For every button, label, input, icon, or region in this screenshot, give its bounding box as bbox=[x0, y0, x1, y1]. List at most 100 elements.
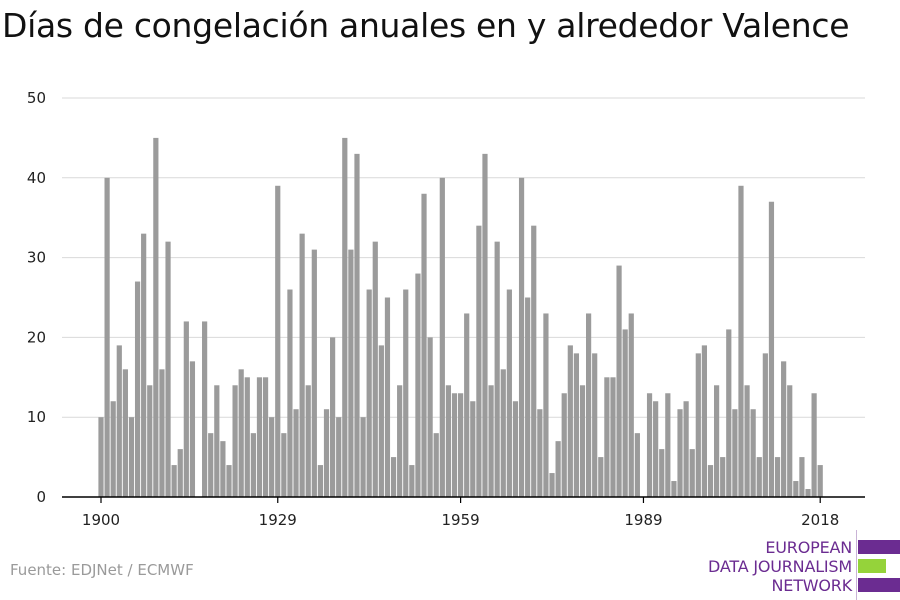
bar-1957 bbox=[445, 385, 452, 497]
bar-1969 bbox=[518, 177, 525, 498]
bar-1992 bbox=[659, 449, 665, 497]
bar-1912 bbox=[171, 465, 177, 497]
bar-1985 bbox=[616, 265, 622, 497]
bar-1942 bbox=[354, 153, 360, 498]
x-tick-label: 1929 bbox=[259, 511, 297, 529]
bar-1968 bbox=[512, 401, 519, 497]
bar-1908 bbox=[147, 385, 153, 497]
bar-1980 bbox=[586, 313, 592, 497]
bar-1949 bbox=[397, 385, 403, 497]
bar-1930 bbox=[281, 433, 287, 497]
bar-1952 bbox=[415, 273, 421, 497]
bar-1933 bbox=[299, 233, 305, 497]
bar-1954 bbox=[427, 337, 433, 497]
bar-1972 bbox=[537, 409, 543, 497]
bar-1986 bbox=[622, 329, 628, 497]
bar-1945 bbox=[372, 241, 378, 497]
gridlines bbox=[62, 97, 865, 418]
bar-2012 bbox=[781, 361, 787, 497]
bar-1971 bbox=[531, 225, 537, 497]
bar-1943 bbox=[360, 417, 366, 497]
bar-1941 bbox=[348, 249, 354, 497]
bar-1918 bbox=[208, 433, 214, 497]
bar-1987 bbox=[628, 313, 634, 497]
bar-2015 bbox=[799, 457, 805, 497]
bar-1981 bbox=[592, 353, 598, 497]
bar-1960 bbox=[464, 313, 470, 497]
bar-1914 bbox=[183, 321, 189, 497]
bar-2013 bbox=[787, 385, 793, 497]
y-tick-label: 30 bbox=[27, 249, 46, 267]
y-tick-label: 0 bbox=[36, 488, 46, 506]
bar-1936 bbox=[317, 465, 324, 497]
bar-2010 bbox=[768, 201, 775, 498]
bar-1999 bbox=[701, 345, 707, 497]
bar-1940 bbox=[342, 137, 348, 497]
source-note: Fuente: EDJNet / ECMWF bbox=[10, 561, 194, 579]
logo-bar-purple-top bbox=[858, 540, 900, 554]
bar-1924 bbox=[244, 377, 250, 497]
bar-1917 bbox=[202, 321, 208, 497]
bar-1903 bbox=[116, 345, 122, 497]
bar-1922 bbox=[232, 385, 238, 497]
bar-1923 bbox=[238, 369, 244, 497]
bar-1958 bbox=[451, 393, 458, 497]
bar-1953 bbox=[421, 193, 427, 497]
bar-2003 bbox=[726, 329, 732, 497]
bar-2011 bbox=[774, 457, 781, 497]
bar-1988 bbox=[634, 433, 640, 497]
bar-1978 bbox=[573, 353, 580, 497]
x-tick-label: 1959 bbox=[442, 511, 480, 529]
bar-2001 bbox=[714, 385, 720, 497]
bar-1983 bbox=[604, 377, 610, 497]
bar-1931 bbox=[287, 289, 293, 497]
bar-1927 bbox=[262, 377, 269, 497]
bar-1939 bbox=[336, 417, 342, 497]
bar-1932 bbox=[293, 409, 299, 497]
bar-1902 bbox=[110, 401, 116, 497]
bar-1996 bbox=[683, 401, 689, 497]
x-tick-label: 2018 bbox=[801, 511, 839, 529]
y-tick-label: 10 bbox=[27, 408, 46, 426]
bar-1948 bbox=[390, 457, 397, 497]
bar-1955 bbox=[433, 433, 439, 497]
bar-1911 bbox=[165, 241, 171, 497]
logo-bar-purple-bottom bbox=[858, 578, 900, 592]
logo-bar-green bbox=[858, 559, 886, 573]
bar-1950 bbox=[403, 289, 409, 497]
bar-2009 bbox=[762, 353, 768, 497]
bar-1921 bbox=[226, 465, 232, 497]
bar-1928 bbox=[269, 417, 275, 497]
bar-1997 bbox=[689, 449, 695, 497]
bar-1909 bbox=[153, 137, 159, 497]
bar-1984 bbox=[610, 377, 616, 497]
bar-2008 bbox=[756, 457, 762, 497]
x-tick-label: 1989 bbox=[624, 511, 662, 529]
bar-1976 bbox=[561, 393, 567, 497]
bar-1920 bbox=[220, 441, 226, 497]
bar-2016 bbox=[805, 489, 811, 497]
bar-1937 bbox=[323, 409, 330, 497]
bar-2017 bbox=[811, 393, 817, 497]
bar-1938 bbox=[330, 337, 336, 497]
bar-2018 bbox=[817, 465, 823, 497]
logo-line-2: DATA JOURNALISM bbox=[708, 557, 852, 576]
bars bbox=[98, 137, 823, 498]
bar-1979 bbox=[579, 385, 586, 497]
y-tick-label: 40 bbox=[27, 169, 46, 187]
bar-1993 bbox=[665, 393, 671, 497]
logo-divider bbox=[856, 530, 857, 600]
bar-1934 bbox=[305, 385, 311, 497]
edjnet-logo: EUROPEAN DATA JOURNALISM NETWORK bbox=[690, 530, 900, 600]
bar-1994 bbox=[671, 481, 677, 497]
bar-2005 bbox=[738, 185, 744, 497]
bar-1964 bbox=[488, 385, 494, 497]
bar-1925 bbox=[250, 433, 256, 497]
bar-1905 bbox=[128, 417, 135, 497]
bar-1982 bbox=[598, 457, 604, 497]
bar-1966 bbox=[500, 369, 506, 497]
bar-1919 bbox=[214, 385, 220, 497]
logo-line-1: EUROPEAN bbox=[765, 538, 852, 557]
bar-2007 bbox=[750, 409, 756, 497]
